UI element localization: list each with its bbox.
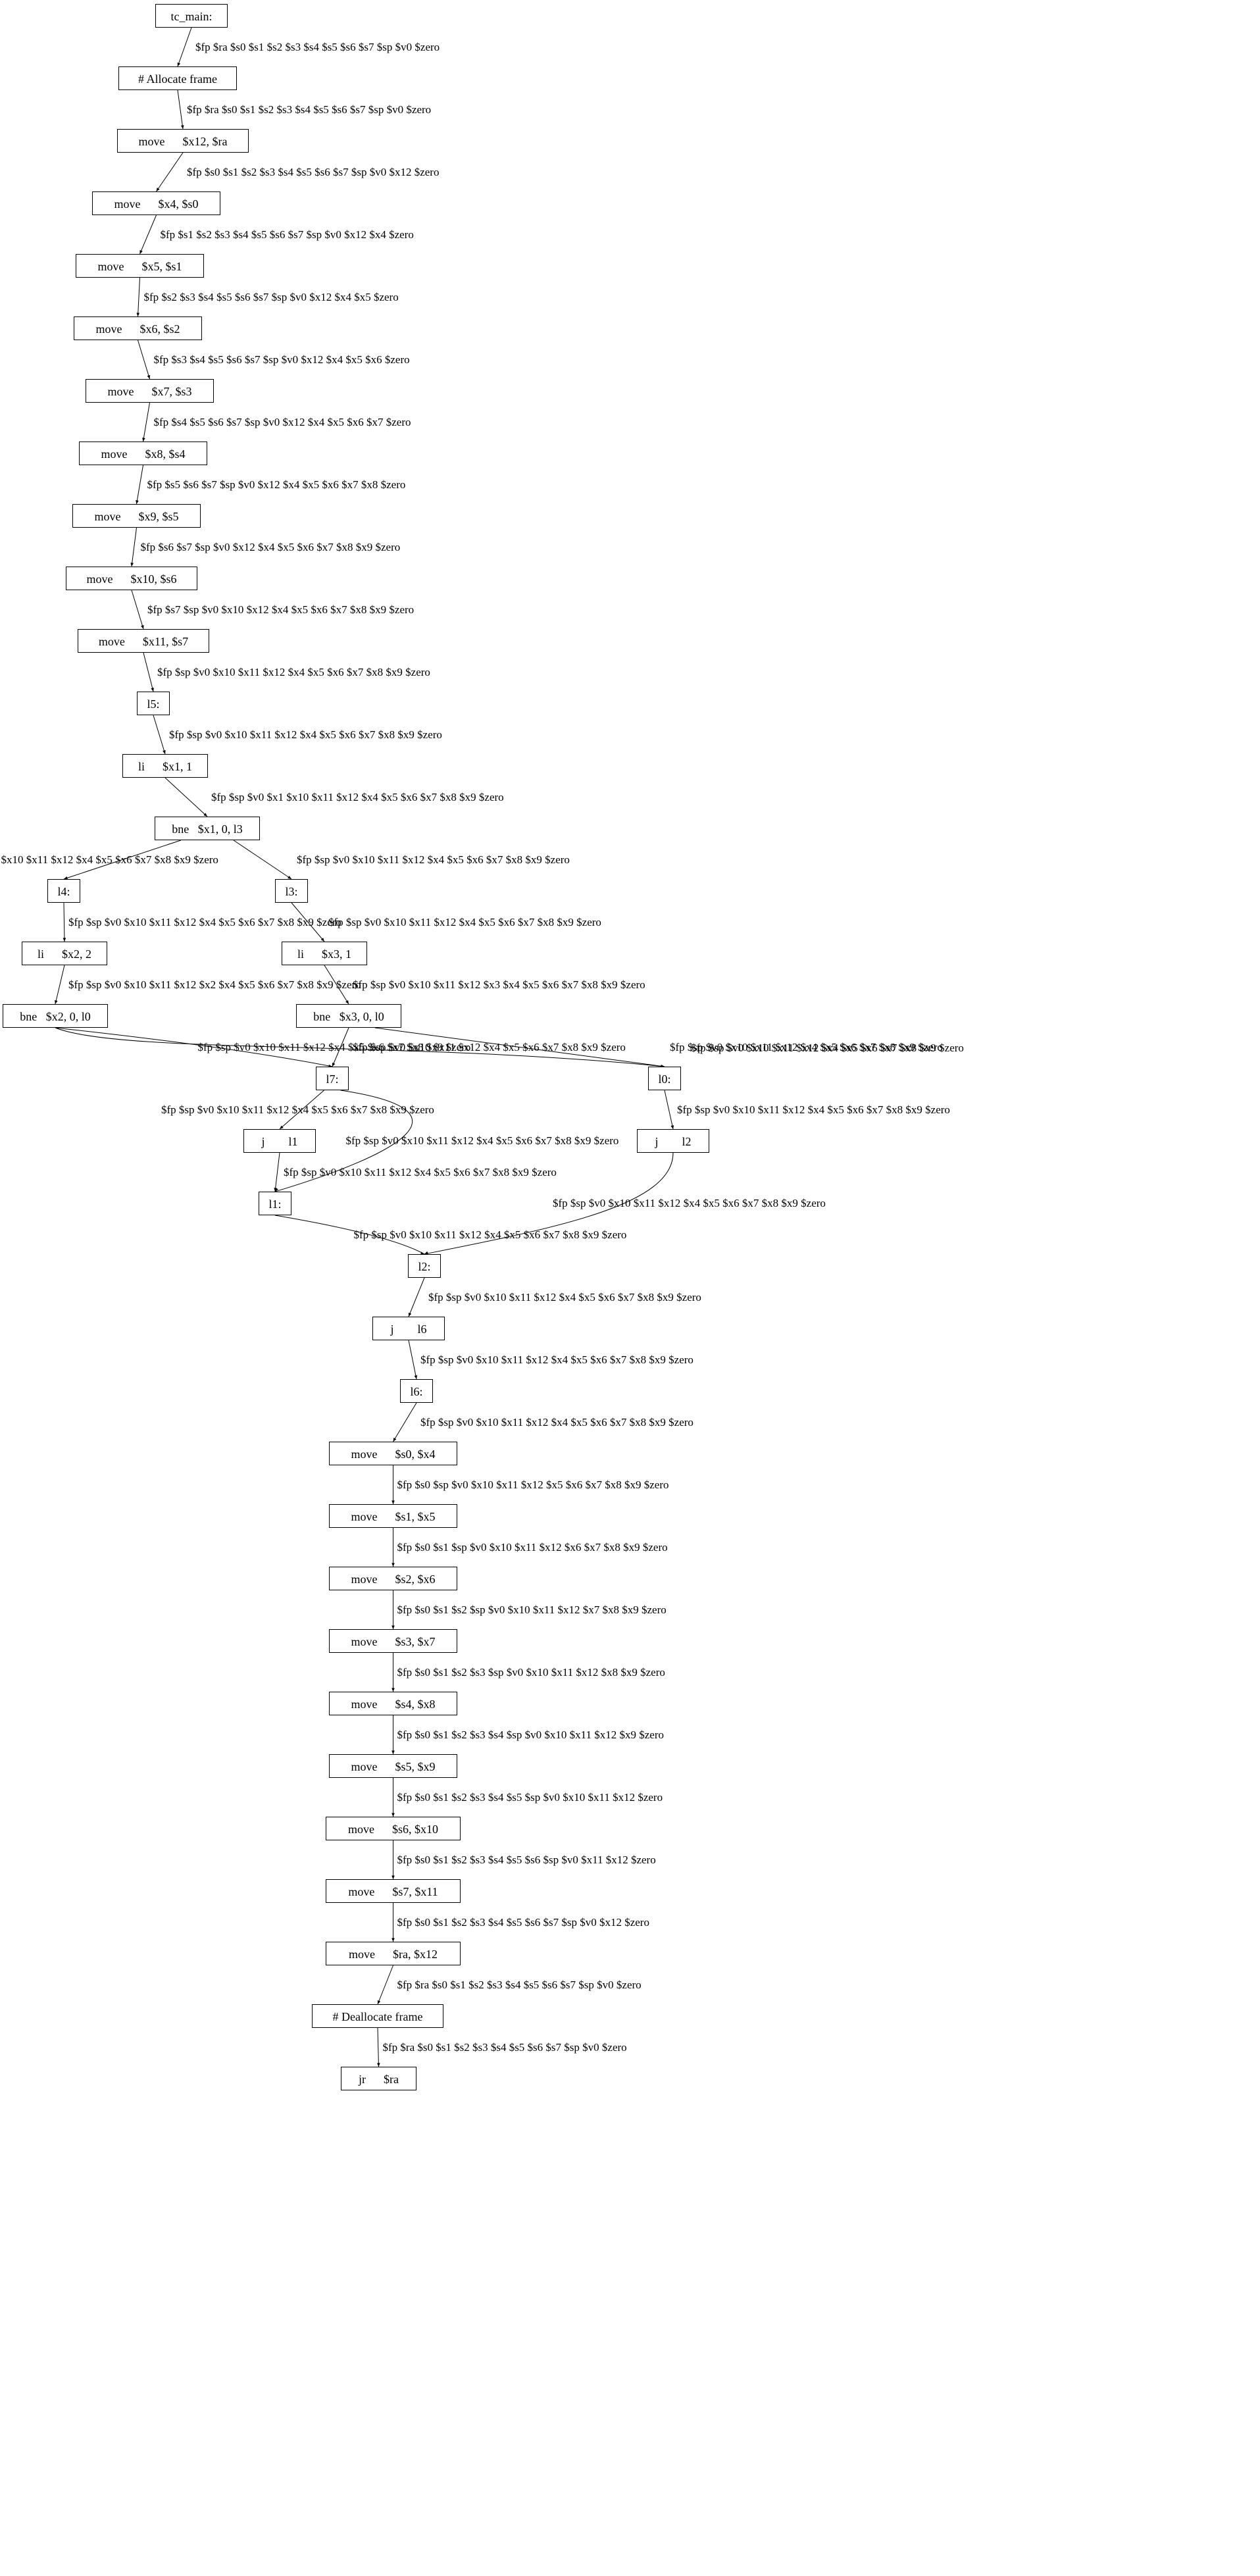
node-bne_x3: bne $x3, 0, l0 xyxy=(296,1004,401,1028)
node-l0: l0: xyxy=(648,1067,681,1090)
edge-label: $fp $sp $v0 $x10 $x11 $x12 $x4 $x5 $x6 $… xyxy=(420,1416,693,1429)
node-mv_s5: move $s5, $x9 xyxy=(329,1754,457,1778)
edge-label: $fp $sp $v0 $x10 $x11 $x12 $x4 $x5 $x6 $… xyxy=(353,1041,626,1054)
node-l1: l1: xyxy=(259,1192,291,1215)
node-j_l2: j l2 xyxy=(637,1129,709,1153)
edge-label: $fp $sp $v0 $x10 $x11 $x12 $x4 $x5 $x6 $… xyxy=(157,666,430,679)
node-l2: l2: xyxy=(408,1254,441,1278)
node-li_x3: li $x3, 1 xyxy=(282,942,367,965)
edge-label: $fp $sp $v0 $x10 $x11 $x12 $x4 $x5 $x6 $… xyxy=(354,1228,627,1242)
node-mv_s4: move $s4, $x8 xyxy=(329,1692,457,1715)
edge-label-far-right: $fp $sp $v0 $x10 $x11 $x12 $x4 $x5 $x6 $… xyxy=(691,1042,964,1055)
node-bne_x1: bne $x1, 0, l3 xyxy=(155,817,260,840)
edge-label: $fp $ra $s0 $s1 $s2 $s3 $s4 $s5 $s6 $s7 … xyxy=(195,41,440,54)
edge-label: $fp $s0 $s1 $s2 $sp $v0 $x10 $x11 $x12 $… xyxy=(397,1604,667,1617)
edge-label: $fp $sp $v0 $x10 $x11 $x12 $x4 $x5 $x6 $… xyxy=(169,728,442,742)
node-mv_x9: move $x9, $s5 xyxy=(72,504,201,528)
node-j_l6: j l6 xyxy=(372,1317,445,1340)
edge-label: $fp $s1 $s2 $s3 $s4 $s5 $s6 $s7 $sp $v0 … xyxy=(161,228,414,241)
edge-label: $fp $s6 $s7 $sp $v0 $x12 $x4 $x5 $x6 $x7… xyxy=(141,541,401,554)
edge-label: $fp $sp $v0 $x10 $x11 $x12 $x2 $x4 $x5 $… xyxy=(68,978,361,992)
node-mv_x4: move $x4, $s0 xyxy=(92,191,220,215)
node-mv_x6: move $x6, $s2 xyxy=(74,316,202,340)
node-mv_x7: move $x7, $s3 xyxy=(86,379,214,403)
edge-label: $fp $s0 $s1 $s2 $s3 $s4 $s5 $s6 $s7 $sp … xyxy=(397,1916,649,1929)
edge-label: $fp $sp $v0 $x10 $x11 $x12 $x4 $x5 $x6 $… xyxy=(420,1353,693,1367)
node-mv_x8: move $x8, $s4 xyxy=(79,442,207,465)
edge-label: $fp $s0 $s1 $s2 $s3 $sp $v0 $x10 $x11 $x… xyxy=(397,1666,665,1679)
edge-label: $fp $s2 $s3 $s4 $s5 $s6 $s7 $sp $v0 $x12… xyxy=(144,291,399,304)
node-bne_x2: bne $x2, 0, l0 xyxy=(3,1004,108,1028)
edge-label: $fp $sp $v0 $x10 $x11 $x12 $x4 $x5 $x6 $… xyxy=(553,1197,826,1210)
node-mv_s7: move $s7, $x11 xyxy=(326,1879,461,1903)
edge-label: $fp $sp $v0 $x10 $x11 $x12 $x3 $x4 $x5 $… xyxy=(353,978,645,992)
node-l4: l4: xyxy=(47,879,80,903)
node-mv_s0: move $s0, $x4 xyxy=(329,1442,457,1465)
edge-label: $fp $s3 $s4 $s5 $s6 $s7 $sp $v0 $x12 $x4… xyxy=(154,353,410,366)
edge-label: $fp $s5 $s6 $s7 $sp $v0 $x12 $x4 $x5 $x6… xyxy=(147,478,406,492)
edge-label: $fp $s7 $sp $v0 $x10 $x12 $x4 $x5 $x6 $x… xyxy=(147,603,414,617)
edge-label: $fp $sp $v0 $x10 $x11 $x12 $x4 $x5 $x6 $… xyxy=(677,1103,950,1117)
node-alloc: # Allocate frame xyxy=(118,66,237,90)
node-mv_s2: move $s2, $x6 xyxy=(329,1567,457,1590)
node-l5: l5: xyxy=(137,692,170,715)
edge-label: $fp $ra $s0 $s1 $s2 $s3 $s4 $s5 $s6 $s7 … xyxy=(397,1979,642,1992)
edge-label: $fp $sp $v0 $x10 $x11 $x12 $x4 $x5 $x6 $… xyxy=(328,916,601,929)
node-jr_ra: jr $ra xyxy=(341,2067,416,2090)
edge-label: $fp $sp $v0 $x10 $x11 $x12 $x4 $x5 $x6 $… xyxy=(0,853,218,867)
node-l6: l6: xyxy=(400,1379,433,1403)
node-li_x1: li $x1, 1 xyxy=(122,754,208,778)
node-mv_x12: move $x12, $ra xyxy=(117,129,249,153)
edge-label: $fp $s0 $s1 $s2 $s3 $s4 $s5 $s6 $s7 $sp … xyxy=(187,166,439,179)
node-mv_ra: move $ra, $x12 xyxy=(326,1942,461,1965)
edge-label: $fp $s0 $s1 $s2 $s3 $s4 $s5 $sp $v0 $x10… xyxy=(397,1791,663,1804)
edge-label: $fp $sp $v0 $x10 $x11 $x12 $x4 $x5 $x6 $… xyxy=(428,1291,701,1304)
node-j_l1: j l1 xyxy=(243,1129,316,1153)
edge-label: $fp $s0 $s1 $s2 $s3 $s4 $s5 $s6 $sp $v0 … xyxy=(397,1854,656,1867)
node-mv_s1: move $s1, $x5 xyxy=(329,1504,457,1528)
edge-label: $fp $sp $v0 $x10 $x11 $x12 $x4 $x5 $x6 $… xyxy=(346,1134,619,1148)
node-l7: l7: xyxy=(316,1067,349,1090)
node-mv_s6: move $s6, $x10 xyxy=(326,1817,461,1840)
edge-label: $fp $ra $s0 $s1 $s2 $s3 $s4 $s5 $s6 $s7 … xyxy=(187,103,431,116)
node-l3: l3: xyxy=(275,879,308,903)
edge-label: $fp $sp $v0 $x10 $x11 $x12 $x4 $x5 $x6 $… xyxy=(297,853,570,867)
edge-label: $fp $sp $v0 $x10 $x11 $x12 $x4 $x5 $x6 $… xyxy=(284,1166,557,1179)
edge-label: $fp $s0 $s1 $s2 $s3 $s4 $sp $v0 $x10 $x1… xyxy=(397,1729,664,1742)
edge-label: $fp $sp $v0 $x1 $x10 $x11 $x12 $x4 $x5 $… xyxy=(211,791,504,804)
edge-label: $fp $ra $s0 $s1 $s2 $s3 $s4 $s5 $s6 $s7 … xyxy=(383,2041,627,2054)
edge-label: $fp $s0 $sp $v0 $x10 $x11 $x12 $x5 $x6 $… xyxy=(397,1478,669,1492)
edge-label: $fp $sp $v0 $x10 $x11 $x12 $x4 $x5 $x6 $… xyxy=(68,916,341,929)
edge-label: $fp $s4 $s5 $s6 $s7 $sp $v0 $x12 $x4 $x5… xyxy=(154,416,411,429)
node-mv_x11: move $x11, $s7 xyxy=(78,629,209,653)
node-mv_x5: move $x5, $s1 xyxy=(76,254,204,278)
node-mv_x10: move $x10, $s6 xyxy=(66,567,197,590)
edge-label: $fp $sp $v0 $x10 $x11 $x12 $x4 $x5 $x6 $… xyxy=(161,1103,434,1117)
node-dealloc: # Deallocate frame xyxy=(312,2004,443,2028)
node-mv_s3: move $s3, $x7 xyxy=(329,1629,457,1653)
node-tc_main: tc_main: xyxy=(155,4,228,28)
node-li_x2: li $x2, 2 xyxy=(22,942,107,965)
edge-label: $fp $s0 $s1 $sp $v0 $x10 $x11 $x12 $x6 $… xyxy=(397,1541,668,1554)
